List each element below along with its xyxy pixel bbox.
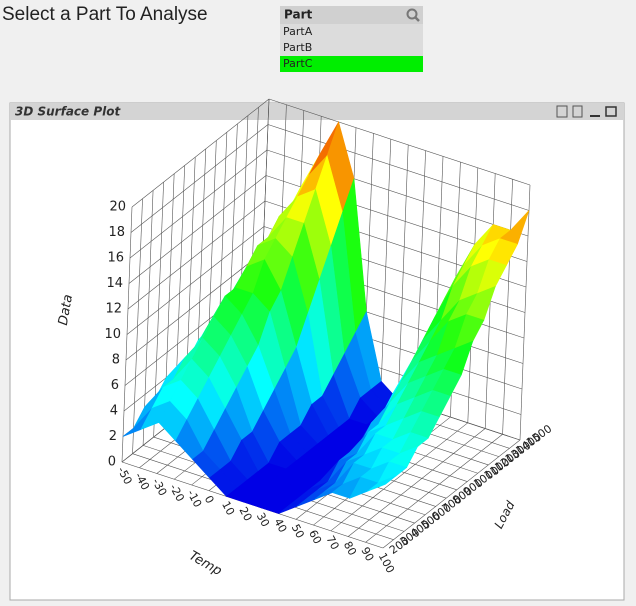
page-title: Select a Part To Analyse <box>2 4 208 25</box>
list-item[interactable]: PartA <box>283 25 313 38</box>
grid-line <box>153 182 164 438</box>
grid-line <box>127 200 266 310</box>
grid-line <box>131 98 270 208</box>
grid-line <box>125 251 264 361</box>
x-tick-label: 80 <box>341 539 359 557</box>
z-tick-label: 14 <box>106 276 123 291</box>
listbox-header-bg <box>280 6 423 24</box>
chart-caption-bar <box>10 103 624 120</box>
print-icon[interactable] <box>556 105 568 118</box>
x-tick-label: 40 <box>271 516 289 534</box>
grid-line <box>397 144 409 400</box>
z-tick-label: 20 <box>109 200 126 215</box>
grid-line <box>380 139 392 395</box>
grid-line <box>382 439 521 549</box>
grid-line <box>268 98 531 186</box>
x-tick-label: 60 <box>306 528 324 546</box>
grid-line <box>128 175 267 284</box>
z-axis-label: Data <box>56 293 76 326</box>
grid-line <box>266 149 529 237</box>
x-tick-label: 50 <box>289 522 307 540</box>
grid-line <box>129 149 268 259</box>
surface-patch <box>367 475 397 492</box>
grid-line <box>365 434 503 543</box>
grid-line <box>267 124 530 211</box>
grid-line <box>519 184 531 441</box>
x-tick-label: 30 <box>254 511 272 529</box>
listbox-header: Part <box>284 8 312 22</box>
grid-line <box>130 124 269 233</box>
x-tick-label: 20 <box>237 505 255 523</box>
z-tick-label: 0 <box>108 455 116 470</box>
z-tick-label: 4 <box>110 404 118 419</box>
z-tick-label: 8 <box>112 353 120 368</box>
list-item-bg[interactable] <box>280 40 423 56</box>
z-tick-label: 18 <box>108 225 125 240</box>
x-tick-label: 70 <box>324 534 342 552</box>
grid-line <box>126 226 265 335</box>
search-icon[interactable] <box>406 8 418 20</box>
grid-line <box>132 198 143 454</box>
listbox: Part PartA PartB PartC <box>280 6 423 72</box>
grid-line <box>121 206 133 463</box>
list-item[interactable]: PartB <box>283 41 312 54</box>
z-tick-label: 16 <box>107 251 124 266</box>
list-item[interactable]: PartC <box>283 57 313 70</box>
list-item-bg[interactable] <box>280 24 423 40</box>
grid-line <box>330 422 468 532</box>
maximize-icon[interactable] <box>605 106 617 117</box>
excel-icon[interactable] <box>572 105 583 118</box>
z-tick-label: 12 <box>105 302 122 317</box>
z-tick-label: 2 <box>109 429 117 444</box>
z-tick-label: 10 <box>104 327 121 342</box>
search-icon-handle <box>414 16 420 22</box>
list-item-selected-bg[interactable] <box>280 56 423 72</box>
x-tick-label: 10 <box>219 499 237 517</box>
z-tick-label: 6 <box>111 378 119 393</box>
chart-title: 3D Surface Plot <box>15 105 121 119</box>
grid-line <box>142 190 154 446</box>
grid-line <box>502 179 513 435</box>
x-tick-label: 90 <box>358 545 376 563</box>
grid-line <box>348 428 486 537</box>
